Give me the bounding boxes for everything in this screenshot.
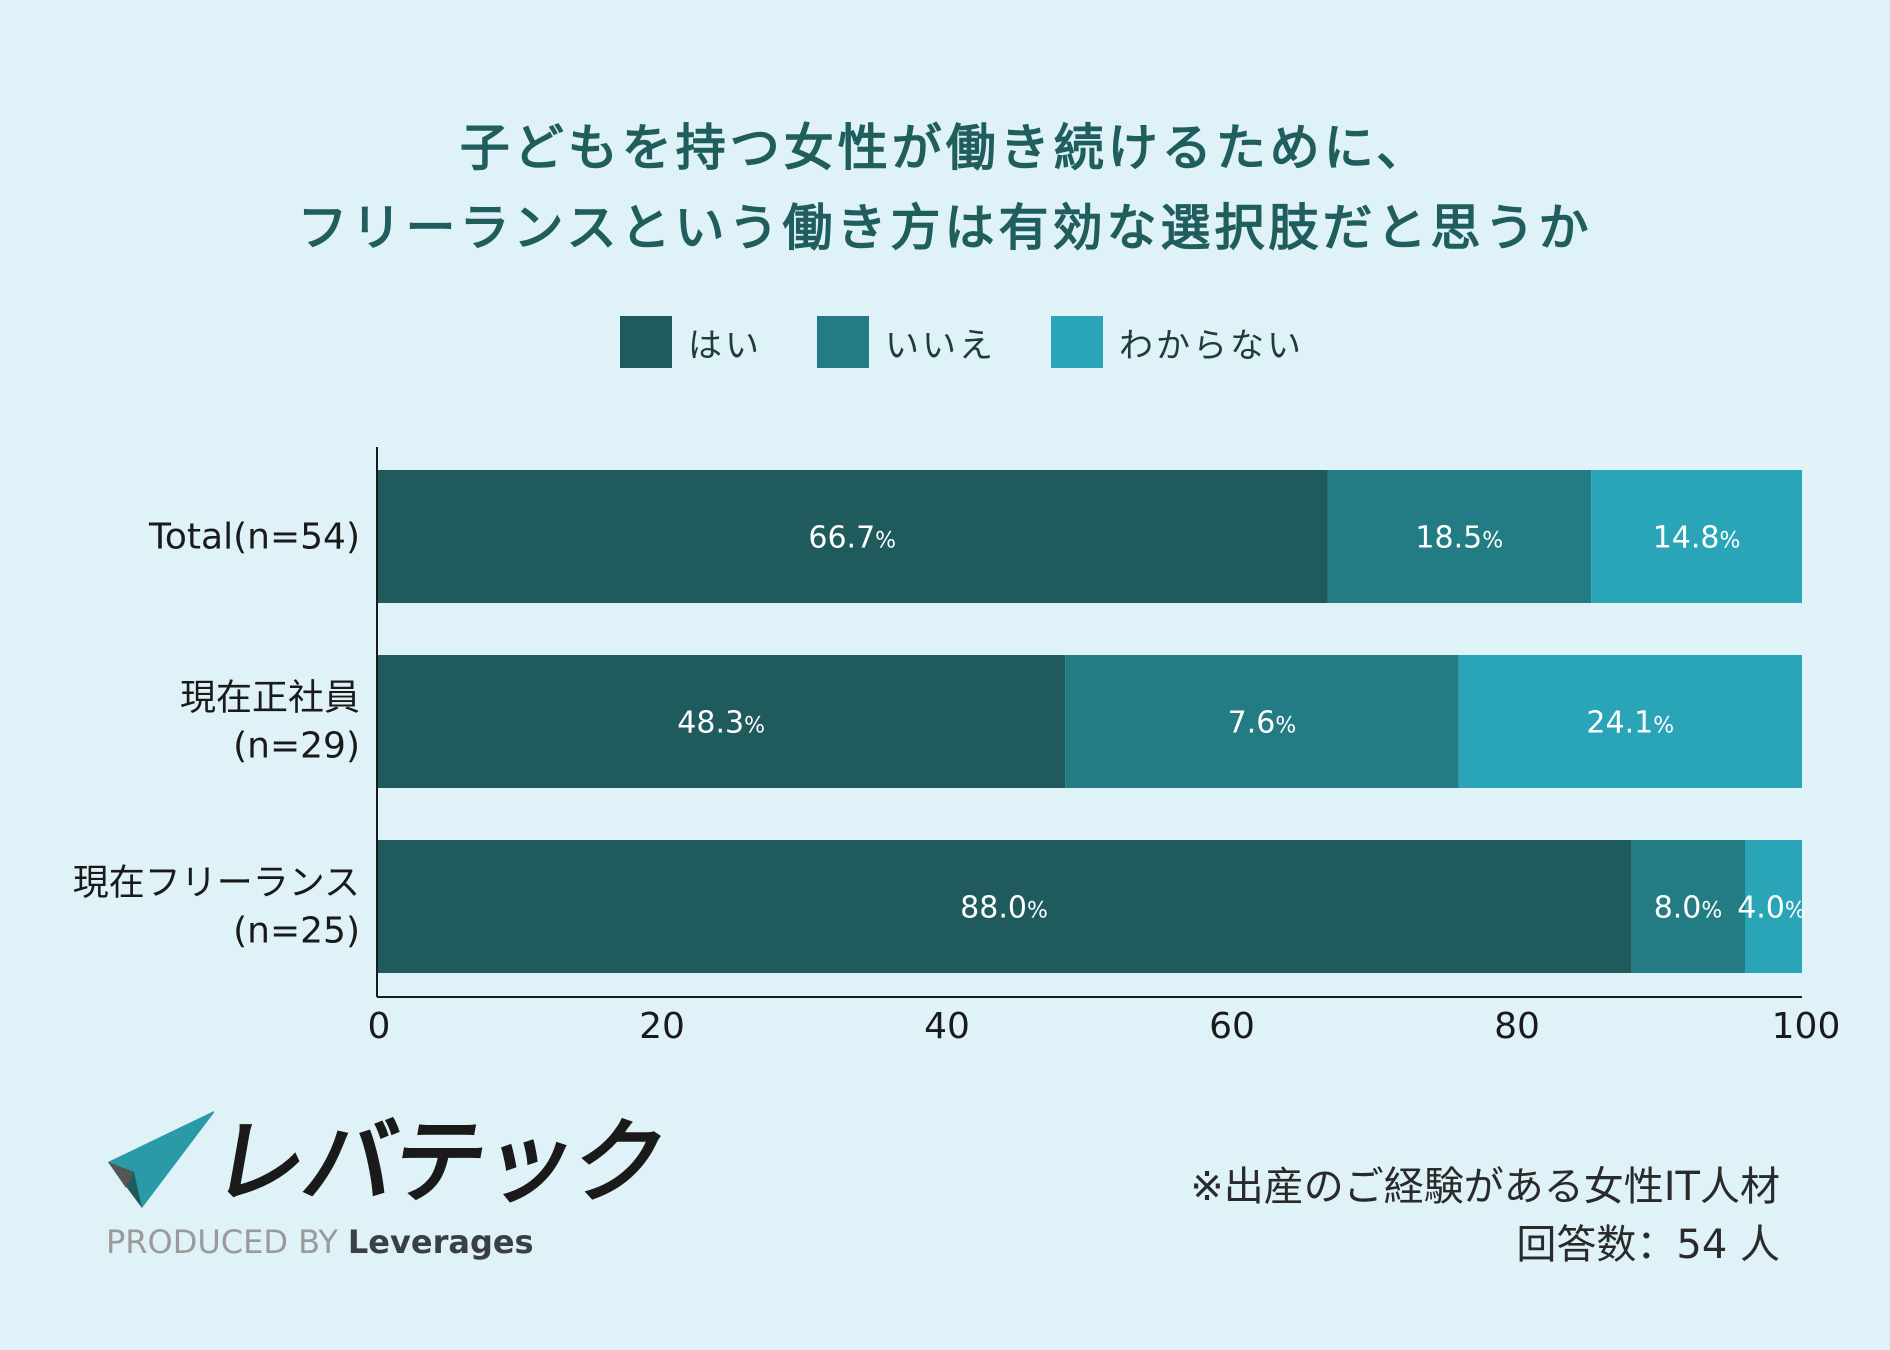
legend-label-unknown: わからない <box>1119 325 1304 366</box>
bar-segment-yes <box>377 655 1066 788</box>
percent-suffix: % <box>1701 899 1722 924</box>
leverages-wordmark: Leverages <box>347 1223 534 1261</box>
category-label: Total(n=54) <box>148 517 360 558</box>
category-sample-size-label: (n=25) <box>233 911 360 952</box>
chart-title-line2: フリーランスという働き方は有効な選択肢だと思うか <box>297 199 1593 257</box>
percent-suffix: % <box>1719 529 1740 554</box>
chart-legend: はい いいえ わからない <box>620 314 1359 370</box>
produced-by-label: PRODUCED BY <box>106 1223 338 1261</box>
percent-suffix: % <box>1653 714 1674 739</box>
legend-swatch-no <box>817 316 869 368</box>
bar-value-label: 48.3% <box>677 706 765 741</box>
produced-by-line: PRODUCED BY Leverages <box>106 1220 534 1264</box>
chart-title: 子どもを持つ女性が働き続けるために、 フリーランスという働き方は有効な選択肢だと… <box>0 108 1890 268</box>
bar-row: 48.3% 7.6% 24.1% <box>377 655 1802 788</box>
x-tick-label: 20 <box>639 1006 685 1047</box>
footnote-sample-description: ※出産のご経験がある女性IT人材 <box>1190 1164 1780 1210</box>
legend-item-yes: はい <box>620 316 762 368</box>
footnote: ※出産のご経験がある女性IT人材 回答数：54 人 <box>1190 1158 1780 1274</box>
x-tick-label: 0 <box>368 1006 391 1047</box>
x-tick-label: 80 <box>1494 1006 1540 1047</box>
bar-segment-no <box>1065 655 1459 788</box>
percent-suffix: % <box>1785 899 1806 924</box>
levtech-logo-text: レバテック <box>204 1109 674 1216</box>
percent-suffix: % <box>1275 714 1296 739</box>
x-tick-label: 60 <box>1209 1006 1255 1047</box>
category-sample-size-label: (n=29) <box>233 726 360 767</box>
footnote-respondent-count: 回答数：54 人 <box>1516 1222 1780 1268</box>
bar-value-label: 4.0% <box>1737 891 1806 926</box>
category-label: 現在フリーランス <box>73 863 360 904</box>
levtech-logo-icon <box>108 1110 214 1208</box>
bar-segment-no <box>1631 840 1745 973</box>
x-tick-label: 100 <box>1772 1006 1841 1047</box>
legend-swatch-yes <box>620 316 672 368</box>
chart-title-line1: 子どもを持つ女性が働き続けるために、 <box>459 119 1431 177</box>
legend-label-no: いいえ <box>885 325 996 366</box>
bar-segment-yes <box>377 470 1328 603</box>
bar-segment-unknown <box>1745 840 1802 973</box>
bar-segment-unknown <box>1591 470 1802 603</box>
percent-suffix: % <box>1482 529 1503 554</box>
bar-segment-no <box>1327 470 1592 603</box>
legend-item-unknown: わからない <box>1051 316 1304 368</box>
legend-item-no: いいえ <box>817 316 996 368</box>
bar-segment-unknown <box>1458 655 1802 788</box>
category-label: 現在正社員 <box>180 678 360 719</box>
percent-suffix: % <box>875 529 896 554</box>
legend-swatch-unknown <box>1051 316 1103 368</box>
bar-row: 66.7% 18.5% 14.8% <box>377 470 1802 603</box>
bar-value-label: 24.1% <box>1586 706 1674 741</box>
bar-row: 88.0% 8.0% 4.0% <box>377 840 1806 973</box>
levtech-logo: レバテック PRODUCED BY Leverages <box>104 1108 674 1268</box>
legend-label-yes: はい <box>688 325 762 366</box>
bar-segment-yes <box>377 840 1631 973</box>
x-tick-label: 40 <box>924 1006 970 1047</box>
percent-suffix: % <box>1027 899 1048 924</box>
percent-suffix: % <box>744 714 765 739</box>
